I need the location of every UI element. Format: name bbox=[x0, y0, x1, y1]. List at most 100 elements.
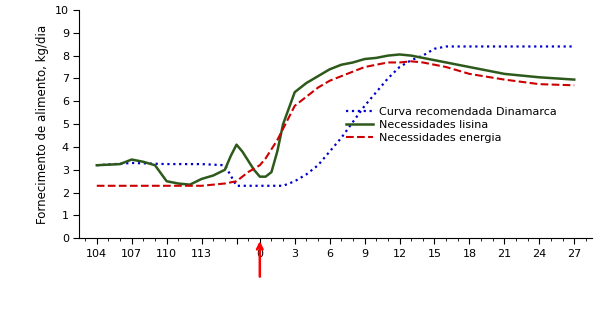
Curva recomendada Dinamarca bbox=[198, 162, 205, 166]
Line: Necessidades energia: Necessidades energia bbox=[97, 61, 574, 186]
Necessidades energia bbox=[285, 115, 293, 119]
Necessidades lisina bbox=[274, 150, 281, 154]
Necessidades energia bbox=[210, 183, 217, 187]
Necessidades energia bbox=[361, 65, 368, 69]
Necessidades lisina bbox=[501, 72, 508, 76]
Necessidades energia bbox=[350, 70, 357, 73]
Necessidades energia bbox=[536, 82, 543, 86]
Y-axis label: Fornecimento de alimento, kg/dia: Fornecimento de alimento, kg/dia bbox=[37, 24, 49, 224]
Curva recomendada Dinamarca bbox=[326, 150, 333, 154]
Necessidades lisina bbox=[431, 58, 438, 62]
Necessidades lisina bbox=[140, 160, 147, 164]
Necessidades energia bbox=[233, 179, 240, 183]
Necessidades lisina bbox=[291, 90, 298, 94]
Curva recomendada Dinamarca bbox=[419, 54, 426, 58]
Curva recomendada Dinamarca bbox=[268, 184, 275, 188]
Curva recomendada Dinamarca bbox=[245, 184, 252, 188]
Necessidades energia bbox=[384, 61, 392, 65]
Curva recomendada Dinamarca bbox=[442, 44, 450, 48]
Legend: Curva recomendada Dinamarca, Necessidades lisina, Necessidades energia: Curva recomendada Dinamarca, Necessidade… bbox=[341, 102, 561, 148]
Necessidades lisina bbox=[314, 74, 321, 78]
Curva recomendada Dinamarca bbox=[431, 47, 438, 51]
Necessidades lisina bbox=[279, 122, 287, 126]
Curva recomendada Dinamarca bbox=[396, 65, 403, 69]
Necessidades lisina bbox=[117, 162, 124, 166]
Necessidades lisina bbox=[396, 53, 403, 57]
Curva recomendada Dinamarca bbox=[384, 76, 392, 80]
Necessidades lisina bbox=[186, 183, 193, 187]
Curva recomendada Dinamarca bbox=[221, 163, 229, 167]
Necessidades energia bbox=[314, 86, 321, 90]
Curva recomendada Dinamarca bbox=[338, 136, 345, 140]
Necessidades lisina bbox=[419, 56, 426, 60]
Necessidades energia bbox=[466, 72, 473, 76]
Curva recomendada Dinamarca bbox=[256, 184, 264, 188]
Necessidades lisina bbox=[128, 158, 135, 162]
Curva recomendada Dinamarca bbox=[501, 44, 508, 48]
Necessidades energia bbox=[268, 147, 275, 151]
Line: Curva recomendada Dinamarca: Curva recomendada Dinamarca bbox=[97, 46, 574, 186]
Necessidades lisina bbox=[233, 143, 240, 147]
Necessidades lisina bbox=[239, 150, 246, 154]
Necessidades energia bbox=[338, 74, 345, 78]
Necessidades lisina bbox=[227, 154, 234, 158]
Necessidades lisina bbox=[361, 57, 368, 61]
Necessidades lisina bbox=[350, 61, 357, 65]
Curva recomendada Dinamarca bbox=[350, 120, 357, 124]
Necessidades lisina bbox=[221, 168, 229, 172]
Necessidades energia bbox=[291, 104, 298, 108]
Necessidades energia bbox=[570, 83, 578, 87]
Necessidades lisina bbox=[373, 56, 380, 60]
Curva recomendada Dinamarca bbox=[279, 184, 287, 188]
Necessidades energia bbox=[163, 184, 170, 188]
Necessidades energia bbox=[93, 184, 101, 188]
Necessidades energia bbox=[221, 181, 229, 185]
Necessidades lisina bbox=[384, 54, 392, 58]
Necessidades energia bbox=[419, 61, 426, 65]
Curva recomendada Dinamarca bbox=[303, 172, 310, 176]
Necessidades lisina bbox=[536, 75, 543, 79]
Curva recomendada Dinamarca bbox=[407, 58, 415, 62]
Necessidades lisina bbox=[338, 63, 345, 67]
Curva recomendada Dinamarca bbox=[93, 163, 101, 167]
Necessidades energia bbox=[501, 77, 508, 81]
Curva recomendada Dinamarca bbox=[570, 44, 578, 48]
Curva recomendada Dinamarca bbox=[233, 184, 240, 188]
Curva recomendada Dinamarca bbox=[128, 161, 135, 165]
Necessidades lisina bbox=[303, 81, 310, 85]
Curva recomendada Dinamarca bbox=[373, 90, 380, 94]
Necessidades energia bbox=[396, 61, 403, 65]
Necessidades energia bbox=[256, 163, 264, 167]
Necessidades lisina bbox=[407, 54, 415, 58]
Necessidades lisina bbox=[163, 179, 170, 183]
Necessidades lisina bbox=[245, 159, 252, 163]
Necessidades lisina bbox=[326, 67, 333, 71]
Necessidades lisina bbox=[93, 163, 101, 167]
Curva recomendada Dinamarca bbox=[536, 44, 543, 48]
Necessidades energia bbox=[245, 170, 252, 174]
Curva recomendada Dinamarca bbox=[314, 163, 321, 167]
Necessidades lisina bbox=[262, 175, 269, 179]
Necessidades lisina bbox=[268, 170, 275, 174]
Necessidades energia bbox=[326, 79, 333, 83]
Necessidades energia bbox=[128, 184, 135, 188]
Curva recomendada Dinamarca bbox=[466, 44, 473, 48]
Necessidades energia bbox=[442, 65, 450, 69]
Necessidades energia bbox=[198, 184, 205, 188]
Necessidades energia bbox=[303, 95, 310, 99]
Necessidades lisina bbox=[210, 173, 217, 177]
Necessidades energia bbox=[373, 63, 380, 67]
Curva recomendada Dinamarca bbox=[361, 104, 368, 108]
Necessidades lisina bbox=[151, 163, 159, 167]
Necessidades lisina bbox=[442, 61, 450, 65]
Necessidades energia bbox=[279, 127, 287, 131]
Necessidades lisina bbox=[198, 177, 205, 181]
Curva recomendada Dinamarca bbox=[163, 162, 170, 166]
Necessidades lisina bbox=[570, 77, 578, 81]
Necessidades energia bbox=[407, 59, 415, 63]
Necessidades energia bbox=[431, 63, 438, 67]
Line: Necessidades lisina: Necessidades lisina bbox=[97, 55, 574, 185]
Necessidades lisina bbox=[256, 175, 264, 179]
Necessidades energia bbox=[274, 138, 281, 142]
Necessidades energia bbox=[262, 157, 269, 161]
